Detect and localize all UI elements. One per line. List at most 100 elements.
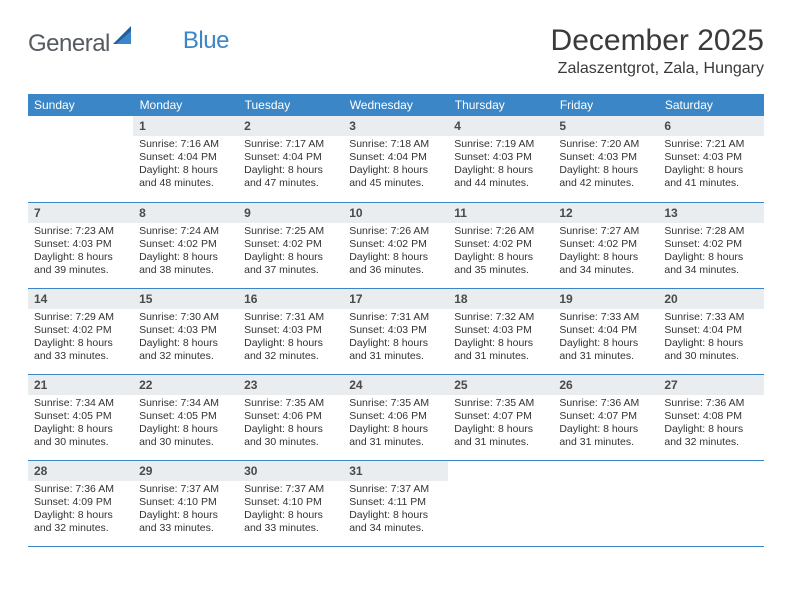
day-info-line: and 32 minutes. xyxy=(244,350,337,363)
day-info-line: Sunset: 4:07 PM xyxy=(559,410,652,423)
day-body: Sunrise: 7:21 AMSunset: 4:03 PMDaylight:… xyxy=(658,136,763,194)
day-number xyxy=(28,116,133,136)
calendar-week-row: 14Sunrise: 7:29 AMSunset: 4:02 PMDayligh… xyxy=(28,288,764,374)
calendar-day-cell: 13Sunrise: 7:28 AMSunset: 4:02 PMDayligh… xyxy=(658,202,763,288)
calendar-day-cell: 27Sunrise: 7:36 AMSunset: 4:08 PMDayligh… xyxy=(658,374,763,460)
day-info-line: and 33 minutes. xyxy=(139,522,232,535)
day-number: 29 xyxy=(133,461,238,481)
day-info-line: Sunrise: 7:33 AM xyxy=(664,311,757,324)
day-number xyxy=(553,461,658,481)
day-number: 15 xyxy=(133,289,238,309)
calendar-day-cell: 16Sunrise: 7:31 AMSunset: 4:03 PMDayligh… xyxy=(238,288,343,374)
day-body: Sunrise: 7:31 AMSunset: 4:03 PMDaylight:… xyxy=(238,309,343,367)
day-info-line: Sunset: 4:03 PM xyxy=(664,151,757,164)
calendar-day-cell: 4Sunrise: 7:19 AMSunset: 4:03 PMDaylight… xyxy=(448,116,553,202)
day-info-line: Sunrise: 7:25 AM xyxy=(244,225,337,238)
day-info-line: Sunrise: 7:35 AM xyxy=(454,397,547,410)
day-info-line: Sunrise: 7:31 AM xyxy=(244,311,337,324)
day-info-line: Daylight: 8 hours xyxy=(349,337,442,350)
calendar-day-cell: 28Sunrise: 7:36 AMSunset: 4:09 PMDayligh… xyxy=(28,460,133,546)
day-info-line: and 32 minutes. xyxy=(34,522,127,535)
day-body: Sunrise: 7:31 AMSunset: 4:03 PMDaylight:… xyxy=(343,309,448,367)
day-body: Sunrise: 7:35 AMSunset: 4:06 PMDaylight:… xyxy=(343,395,448,453)
day-info-line: Sunrise: 7:37 AM xyxy=(139,483,232,496)
brand-text-2: Blue xyxy=(183,27,229,55)
day-info-line: Daylight: 8 hours xyxy=(664,337,757,350)
day-info-line: Daylight: 8 hours xyxy=(664,251,757,264)
day-info-line: Daylight: 8 hours xyxy=(244,164,337,177)
day-info-line: Sunset: 4:09 PM xyxy=(34,496,127,509)
day-info-line: and 41 minutes. xyxy=(664,177,757,190)
day-info-line: Sunrise: 7:31 AM xyxy=(349,311,442,324)
day-number: 8 xyxy=(133,203,238,223)
calendar-day-cell: 6Sunrise: 7:21 AMSunset: 4:03 PMDaylight… xyxy=(658,116,763,202)
day-info-line: Sunrise: 7:29 AM xyxy=(34,311,127,324)
calendar-day-cell xyxy=(448,460,553,546)
day-info-line: and 47 minutes. xyxy=(244,177,337,190)
calendar-week-row: 28Sunrise: 7:36 AMSunset: 4:09 PMDayligh… xyxy=(28,460,764,546)
day-info-line: Sunset: 4:10 PM xyxy=(139,496,232,509)
header: General Blue December 2025 Zalaszentgrot… xyxy=(28,24,764,80)
day-info-line: Daylight: 8 hours xyxy=(454,251,547,264)
day-info-line: Sunset: 4:02 PM xyxy=(559,238,652,251)
day-info-line: Daylight: 8 hours xyxy=(349,509,442,522)
day-number: 27 xyxy=(658,375,763,395)
day-number: 26 xyxy=(553,375,658,395)
day-info-line: Sunrise: 7:19 AM xyxy=(454,138,547,151)
day-number: 14 xyxy=(28,289,133,309)
day-info-line: and 35 minutes. xyxy=(454,264,547,277)
weekday-header: Thursday xyxy=(448,94,553,116)
day-number xyxy=(448,461,553,481)
day-info-line: Sunrise: 7:23 AM xyxy=(34,225,127,238)
day-number: 6 xyxy=(658,116,763,136)
day-info-line: and 34 minutes. xyxy=(349,522,442,535)
brand-logo: General Blue xyxy=(28,30,229,58)
calendar-day-cell: 17Sunrise: 7:31 AMSunset: 4:03 PMDayligh… xyxy=(343,288,448,374)
day-info-line: Sunset: 4:04 PM xyxy=(559,324,652,337)
calendar-day-cell: 8Sunrise: 7:24 AMSunset: 4:02 PMDaylight… xyxy=(133,202,238,288)
calendar-day-cell: 31Sunrise: 7:37 AMSunset: 4:11 PMDayligh… xyxy=(343,460,448,546)
calendar-body: 1Sunrise: 7:16 AMSunset: 4:04 PMDaylight… xyxy=(28,116,764,546)
calendar-day-cell: 7Sunrise: 7:23 AMSunset: 4:03 PMDaylight… xyxy=(28,202,133,288)
calendar-day-cell: 15Sunrise: 7:30 AMSunset: 4:03 PMDayligh… xyxy=(133,288,238,374)
calendar-day-cell: 23Sunrise: 7:35 AMSunset: 4:06 PMDayligh… xyxy=(238,374,343,460)
day-info-line: and 45 minutes. xyxy=(349,177,442,190)
day-number: 17 xyxy=(343,289,448,309)
title-block: December 2025 Zalaszentgrot, Zala, Hunga… xyxy=(551,24,764,80)
day-info-line: Sunset: 4:02 PM xyxy=(139,238,232,251)
day-body: Sunrise: 7:28 AMSunset: 4:02 PMDaylight:… xyxy=(658,223,763,281)
day-body: Sunrise: 7:36 AMSunset: 4:09 PMDaylight:… xyxy=(28,481,133,539)
day-info-line: Sunrise: 7:26 AM xyxy=(349,225,442,238)
day-info-line: Sunset: 4:06 PM xyxy=(244,410,337,423)
day-info-line: Sunrise: 7:33 AM xyxy=(559,311,652,324)
day-info-line: Sunrise: 7:18 AM xyxy=(349,138,442,151)
weekday-header: Tuesday xyxy=(238,94,343,116)
calendar-day-cell: 14Sunrise: 7:29 AMSunset: 4:02 PMDayligh… xyxy=(28,288,133,374)
day-info-line: Sunrise: 7:28 AM xyxy=(664,225,757,238)
calendar-day-cell: 12Sunrise: 7:27 AMSunset: 4:02 PMDayligh… xyxy=(553,202,658,288)
day-info-line: Sunrise: 7:21 AM xyxy=(664,138,757,151)
day-info-line: Sunrise: 7:16 AM xyxy=(139,138,232,151)
day-info-line: and 32 minutes. xyxy=(139,350,232,363)
day-info-line: Sunset: 4:03 PM xyxy=(244,324,337,337)
day-info-line: Sunset: 4:11 PM xyxy=(349,496,442,509)
calendar-day-cell: 5Sunrise: 7:20 AMSunset: 4:03 PMDaylight… xyxy=(553,116,658,202)
calendar-day-cell: 19Sunrise: 7:33 AMSunset: 4:04 PMDayligh… xyxy=(553,288,658,374)
day-body: Sunrise: 7:36 AMSunset: 4:08 PMDaylight:… xyxy=(658,395,763,453)
day-info-line: Daylight: 8 hours xyxy=(139,337,232,350)
day-body: Sunrise: 7:30 AMSunset: 4:03 PMDaylight:… xyxy=(133,309,238,367)
calendar-day-cell: 3Sunrise: 7:18 AMSunset: 4:04 PMDaylight… xyxy=(343,116,448,202)
calendar-day-cell: 20Sunrise: 7:33 AMSunset: 4:04 PMDayligh… xyxy=(658,288,763,374)
day-info-line: Daylight: 8 hours xyxy=(559,423,652,436)
calendar-day-cell: 24Sunrise: 7:35 AMSunset: 4:06 PMDayligh… xyxy=(343,374,448,460)
day-number: 7 xyxy=(28,203,133,223)
calendar-day-cell: 29Sunrise: 7:37 AMSunset: 4:10 PMDayligh… xyxy=(133,460,238,546)
day-info-line: Daylight: 8 hours xyxy=(454,423,547,436)
day-info-line: and 39 minutes. xyxy=(34,264,127,277)
day-info-line: Sunset: 4:04 PM xyxy=(349,151,442,164)
day-info-line: Sunset: 4:05 PM xyxy=(139,410,232,423)
day-info-line: and 31 minutes. xyxy=(559,436,652,449)
calendar-day-cell: 26Sunrise: 7:36 AMSunset: 4:07 PMDayligh… xyxy=(553,374,658,460)
day-number: 22 xyxy=(133,375,238,395)
day-info-line: and 31 minutes. xyxy=(349,436,442,449)
